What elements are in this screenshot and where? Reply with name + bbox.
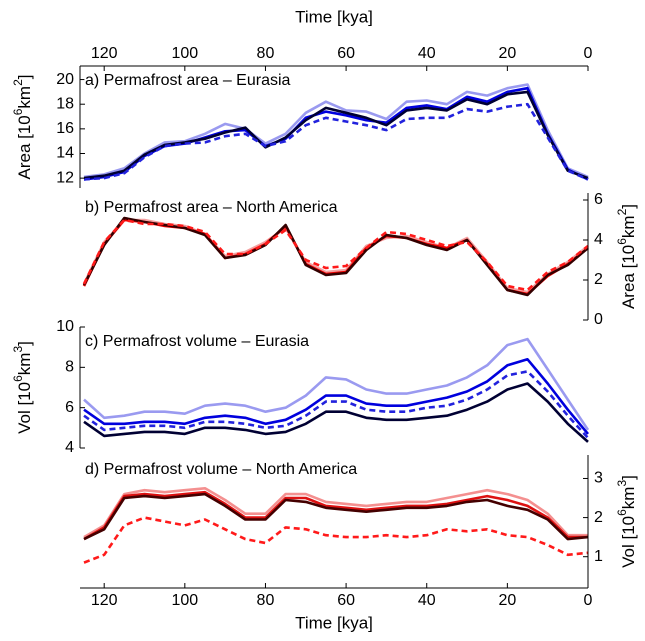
y-label-part: km — [15, 86, 34, 109]
data-line — [82, 218, 589, 294]
y-tick-label: 4 — [65, 439, 74, 456]
x-tick-label: 120 — [91, 45, 118, 62]
x-tick-label: 0 — [584, 592, 593, 609]
y-tick-label: 2 — [594, 271, 603, 288]
x-tick-label: 20 — [498, 592, 516, 609]
y-label-part: km — [15, 353, 34, 376]
panel-title: c) Permafrost volume – Eurasia — [85, 333, 309, 350]
y-tick-label: 16 — [56, 120, 74, 137]
y-label-part: ] — [619, 475, 638, 480]
y-tick-label: 0 — [594, 311, 603, 328]
data-line — [82, 216, 589, 297]
x-axis-label: Time [kya] — [295, 7, 373, 26]
y-tick-label: 6 — [65, 399, 74, 416]
data-line — [83, 382, 589, 443]
x-tick-label: 40 — [418, 45, 436, 62]
x-axis-label: Time [kya] — [295, 613, 373, 632]
y-tick-label: 1 — [594, 548, 603, 565]
x-tick-label: 20 — [498, 45, 516, 62]
y-axis-label: Vol [106km3] — [615, 475, 638, 568]
y-label-part: 6 — [11, 375, 25, 382]
y-tick-label: 2 — [594, 509, 603, 526]
y-label-part: 2 — [615, 208, 629, 215]
data-line — [83, 337, 590, 431]
y-tick-label: 18 — [56, 95, 74, 112]
y-tick-label: 3 — [594, 470, 603, 487]
y-label-part: Area [10 — [15, 115, 34, 179]
y-label-part: Area [10 — [619, 245, 638, 309]
data-line — [83, 370, 589, 439]
y-tick-label: 12 — [56, 169, 74, 186]
data-line — [83, 86, 589, 181]
data-line — [83, 487, 588, 539]
y-tick-label: 6 — [594, 191, 603, 208]
y-tick-label: 20 — [56, 71, 74, 88]
x-tick-label: 60 — [337, 592, 355, 609]
data-line — [83, 358, 589, 435]
panel-title: b) Permafrost area – North America — [85, 199, 338, 216]
y-label-part: 2 — [11, 79, 25, 86]
y-tick-label: 4 — [594, 231, 603, 248]
x-tick-label: 80 — [257, 45, 275, 62]
y-tick-label: 10 — [56, 318, 74, 335]
y-axis-label: Area [106km2] — [615, 204, 638, 309]
y-label-part: 3 — [615, 480, 629, 487]
y-tick-label: 14 — [56, 145, 74, 162]
y-label-part: 6 — [615, 238, 629, 245]
x-tick-label: 100 — [171, 592, 198, 609]
x-tick-label: 80 — [257, 592, 275, 609]
x-tick-label: 40 — [418, 592, 436, 609]
data-line — [82, 218, 589, 296]
data-line — [83, 490, 588, 541]
x-tick-label: 0 — [584, 45, 593, 62]
y-label-part: km — [619, 215, 638, 238]
y-label-part: Vol [10 — [15, 382, 34, 434]
data-line — [83, 83, 589, 179]
y-tick-label: 8 — [65, 359, 74, 376]
x-tick-label: 100 — [171, 45, 198, 62]
data-line — [83, 492, 589, 541]
y-label-part: ] — [15, 341, 34, 346]
data-line — [83, 516, 589, 564]
y-label-part: 3 — [11, 346, 25, 353]
y-label-part: 6 — [11, 108, 25, 115]
y-label-part: ] — [15, 74, 34, 79]
y-label-part: km — [619, 487, 638, 510]
data-line — [83, 102, 589, 181]
y-label-part: ] — [619, 204, 638, 209]
panel-title: a) Permafrost area – Eurasia — [85, 72, 291, 89]
y-label-part: Vol [10 — [619, 516, 638, 568]
x-tick-label: 60 — [337, 45, 355, 62]
y-axis-label: Area [106km2] — [11, 74, 34, 179]
y-axis-label: Vol [106km3] — [11, 341, 34, 434]
x-tick-label: 120 — [91, 592, 118, 609]
y-label-part: 6 — [615, 509, 629, 516]
panel-title: d) Permafrost volume – North America — [85, 461, 357, 478]
data-line — [82, 218, 589, 292]
